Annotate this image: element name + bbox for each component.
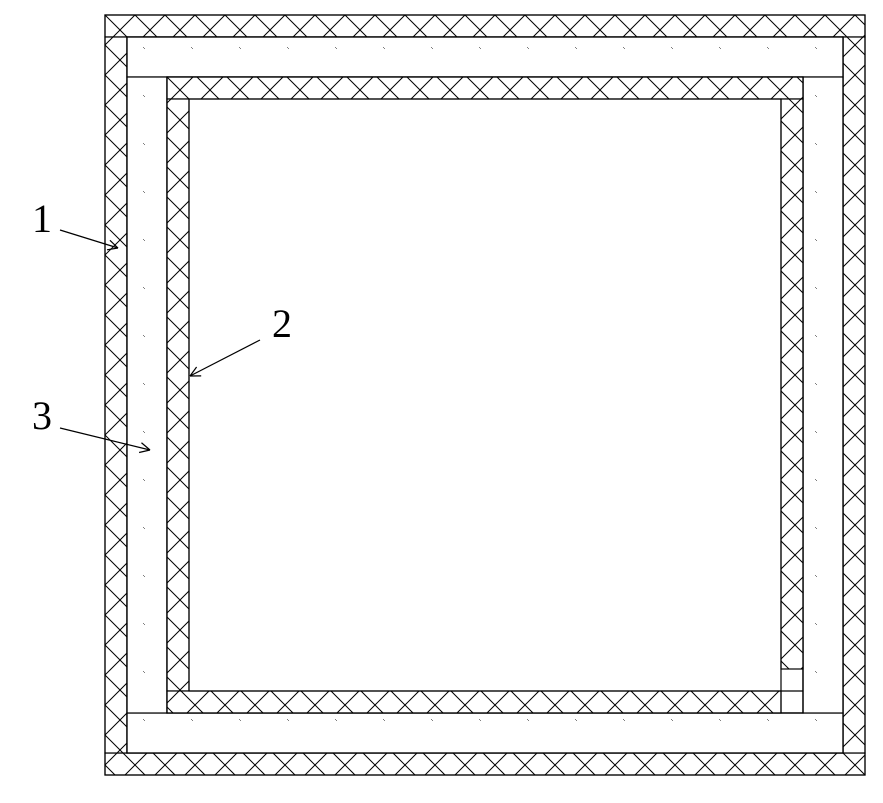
callout-label-1: 1 bbox=[32, 195, 52, 242]
outer-cross-frame bbox=[105, 15, 865, 775]
diagram-svg bbox=[0, 0, 883, 803]
middle-diagonal-frame bbox=[127, 37, 843, 753]
callout-label-2: 2 bbox=[272, 300, 292, 347]
inner-cross-frame bbox=[167, 77, 803, 713]
callout-label-3: 3 bbox=[32, 392, 52, 439]
